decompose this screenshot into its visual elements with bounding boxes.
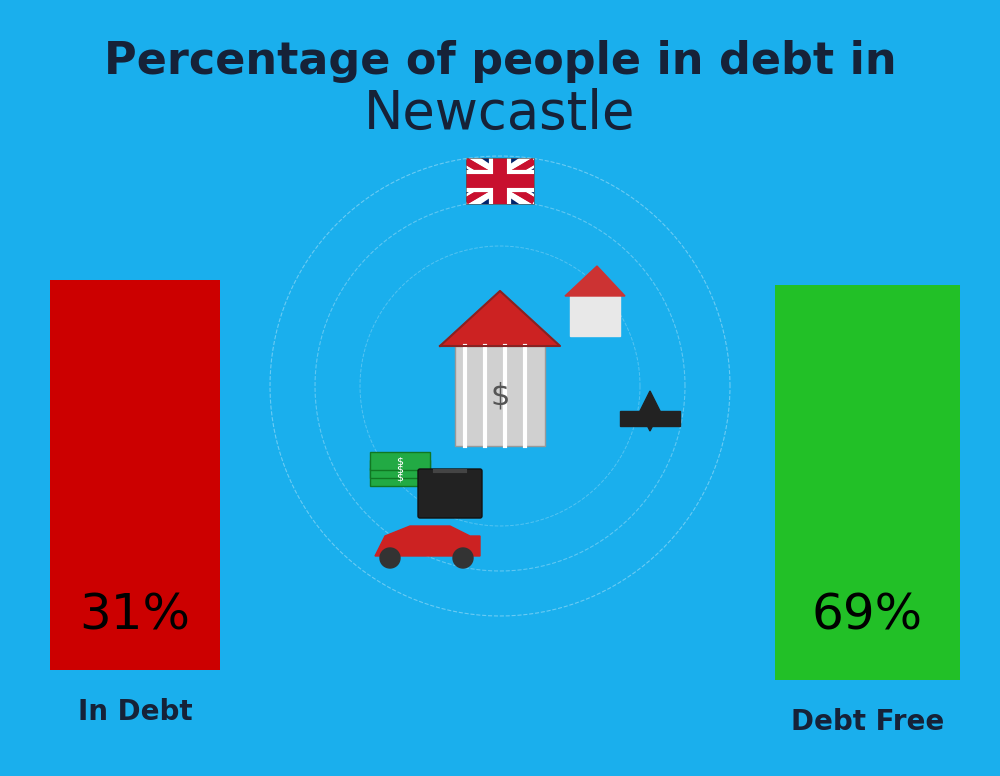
Polygon shape bbox=[620, 411, 680, 426]
Text: $: $ bbox=[396, 464, 404, 474]
Text: In Debt: In Debt bbox=[78, 698, 192, 726]
Polygon shape bbox=[375, 526, 480, 556]
Text: Newcastle: Newcastle bbox=[364, 88, 636, 140]
Text: $: $ bbox=[396, 472, 404, 482]
FancyBboxPatch shape bbox=[370, 460, 430, 478]
FancyBboxPatch shape bbox=[418, 469, 482, 518]
Circle shape bbox=[453, 548, 473, 568]
FancyBboxPatch shape bbox=[370, 452, 430, 470]
Text: 69%: 69% bbox=[812, 591, 923, 639]
FancyBboxPatch shape bbox=[370, 468, 430, 486]
Polygon shape bbox=[570, 296, 620, 336]
Polygon shape bbox=[440, 291, 560, 346]
Polygon shape bbox=[565, 266, 625, 296]
Polygon shape bbox=[640, 391, 660, 431]
Text: Percentage of people in debt in: Percentage of people in debt in bbox=[104, 40, 896, 83]
FancyBboxPatch shape bbox=[466, 158, 534, 204]
Text: $: $ bbox=[490, 382, 510, 411]
Text: $: $ bbox=[396, 456, 404, 466]
Circle shape bbox=[380, 548, 400, 568]
FancyBboxPatch shape bbox=[455, 346, 545, 446]
FancyBboxPatch shape bbox=[50, 280, 220, 670]
Text: 31%: 31% bbox=[80, 591, 190, 639]
FancyBboxPatch shape bbox=[775, 285, 960, 680]
Text: Debt Free: Debt Free bbox=[791, 708, 944, 736]
